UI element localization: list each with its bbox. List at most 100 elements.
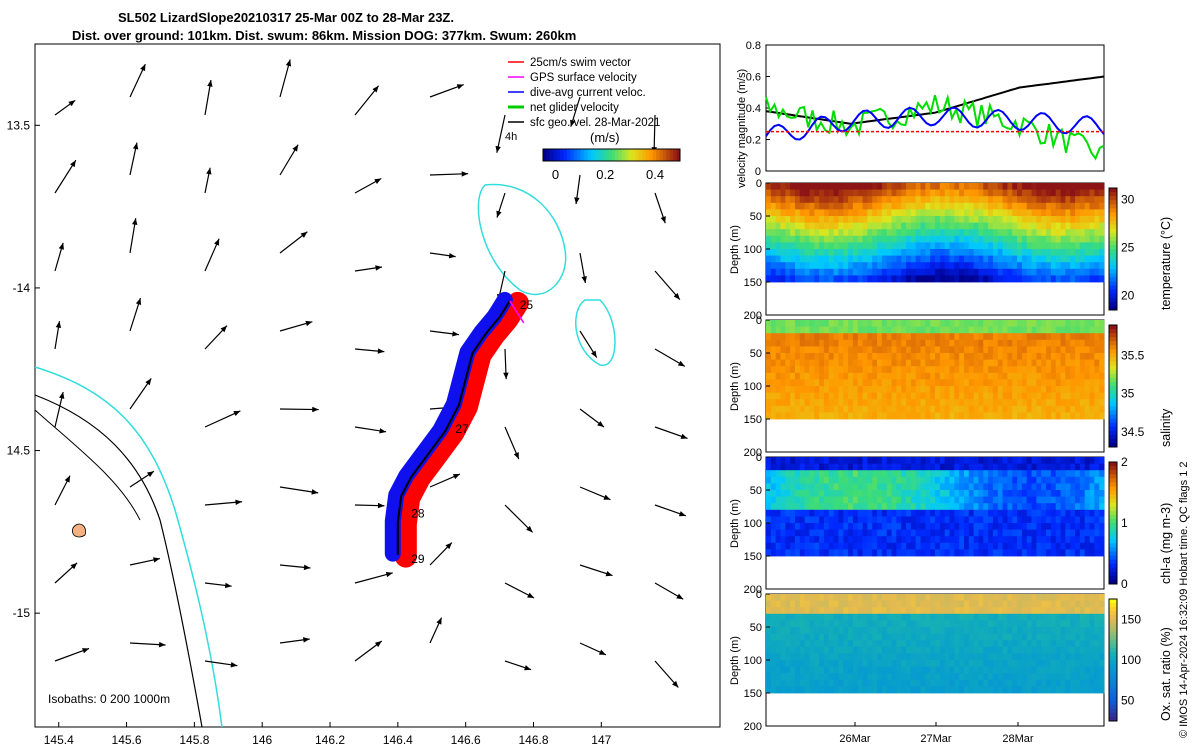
profile-cell — [949, 275, 955, 283]
profile-colorbar-cell — [1109, 402, 1117, 407]
profile-cell — [1031, 686, 1037, 694]
profile-cell — [1084, 463, 1090, 471]
profile-cell — [1012, 509, 1018, 517]
profile-cell — [1046, 607, 1052, 615]
profile-cell — [872, 607, 878, 615]
profile-cell — [939, 490, 946, 497]
profile-cell — [1070, 549, 1076, 557]
profile-cell — [867, 457, 873, 464]
profile-cell — [1089, 202, 1095, 210]
profile-colorbar-cell — [1109, 325, 1117, 330]
profile-cell — [1084, 627, 1090, 634]
profile-cell — [823, 216, 830, 223]
profile-cell — [1050, 235, 1057, 243]
profile-cell — [896, 275, 902, 283]
profile-cell — [1065, 189, 1071, 197]
profile-cell — [935, 353, 941, 360]
profile-cell — [992, 529, 999, 537]
profile-cell — [959, 359, 965, 367]
profile-cell — [1079, 496, 1086, 504]
glider-track — [396, 300, 511, 555]
profile-cell — [906, 523, 912, 530]
profile-cell — [770, 463, 777, 471]
colorbar-cell — [604, 149, 609, 161]
profile-cell — [823, 268, 830, 276]
profile-cell — [867, 268, 873, 276]
profile-cell — [963, 412, 970, 420]
profile-cell — [896, 627, 902, 634]
profile-cell — [992, 275, 999, 283]
profile-cell — [1075, 509, 1081, 517]
profile-cell — [1036, 640, 1042, 648]
profile-cell — [775, 666, 781, 674]
profile-cell — [920, 262, 926, 270]
profile-cell — [930, 222, 936, 230]
profile-cell — [833, 249, 839, 256]
profile-cell — [872, 379, 878, 387]
profile-cell — [891, 503, 897, 511]
profile-cell — [775, 326, 781, 334]
profile-cell — [852, 209, 859, 217]
profile-cell — [1060, 549, 1066, 557]
profile-cell — [862, 386, 868, 393]
colorbar-cell — [590, 149, 595, 161]
profile-cell — [1065, 549, 1071, 557]
profile-cell — [867, 542, 873, 550]
profile-cell — [944, 386, 950, 393]
profile-cell — [935, 613, 941, 621]
profile-cell — [896, 470, 902, 478]
profile-cell — [1031, 503, 1037, 511]
profile-cell — [1094, 320, 1100, 327]
profile-cell — [915, 222, 921, 230]
profile-cell — [838, 372, 844, 380]
profile-colorbar-cell — [1109, 212, 1117, 217]
profile-cell — [963, 594, 970, 601]
profile-cell — [799, 509, 806, 517]
profile-cell — [906, 536, 912, 544]
profile-cell — [1041, 353, 1047, 360]
profile-cell — [814, 627, 820, 634]
profile-cell — [1060, 235, 1066, 243]
profile-cell — [915, 268, 921, 276]
colorbar-cell — [560, 149, 565, 161]
profile-cell — [877, 412, 883, 420]
profile-cell — [1060, 594, 1066, 601]
colorbar-cell — [601, 149, 606, 161]
profile-cell — [852, 496, 859, 504]
profile-cell — [1094, 353, 1100, 360]
profile-cell — [1041, 379, 1047, 387]
profile-cell — [920, 542, 926, 550]
profile-cell — [1021, 255, 1028, 263]
profile-cell — [790, 359, 796, 367]
profile-cell — [983, 457, 989, 464]
profile-cell — [992, 633, 999, 641]
profile-cell — [814, 399, 820, 407]
profile-cell — [766, 339, 772, 347]
profile-cell — [1099, 646, 1105, 654]
profile-cell — [1075, 242, 1081, 250]
profile-colorbar-cell — [1109, 611, 1117, 616]
profile-cell — [819, 594, 825, 601]
profile-cell — [1079, 509, 1086, 517]
profile-cell — [978, 496, 984, 504]
profile-cell — [1007, 516, 1013, 524]
profile-cell — [1017, 333, 1023, 341]
profile-cell — [1094, 235, 1100, 243]
profile-cell — [843, 496, 849, 504]
profile-cell — [891, 640, 897, 648]
geo-vector-head — [570, 119, 576, 127]
profile-cell — [852, 399, 859, 407]
profile-cell — [1079, 470, 1086, 478]
profile-cell — [963, 333, 970, 341]
profile-cell — [804, 640, 810, 648]
profile-cell — [915, 490, 921, 497]
profile-cell — [799, 600, 806, 608]
profile-cell — [775, 463, 781, 471]
colorbar-cell — [580, 149, 585, 161]
profile-cell — [963, 379, 970, 387]
profile-cell — [766, 542, 772, 550]
profile-colorbar-cell — [1109, 341, 1117, 346]
profile-cell — [930, 496, 936, 504]
profile-cell — [896, 542, 902, 550]
profile-cell — [877, 509, 883, 517]
